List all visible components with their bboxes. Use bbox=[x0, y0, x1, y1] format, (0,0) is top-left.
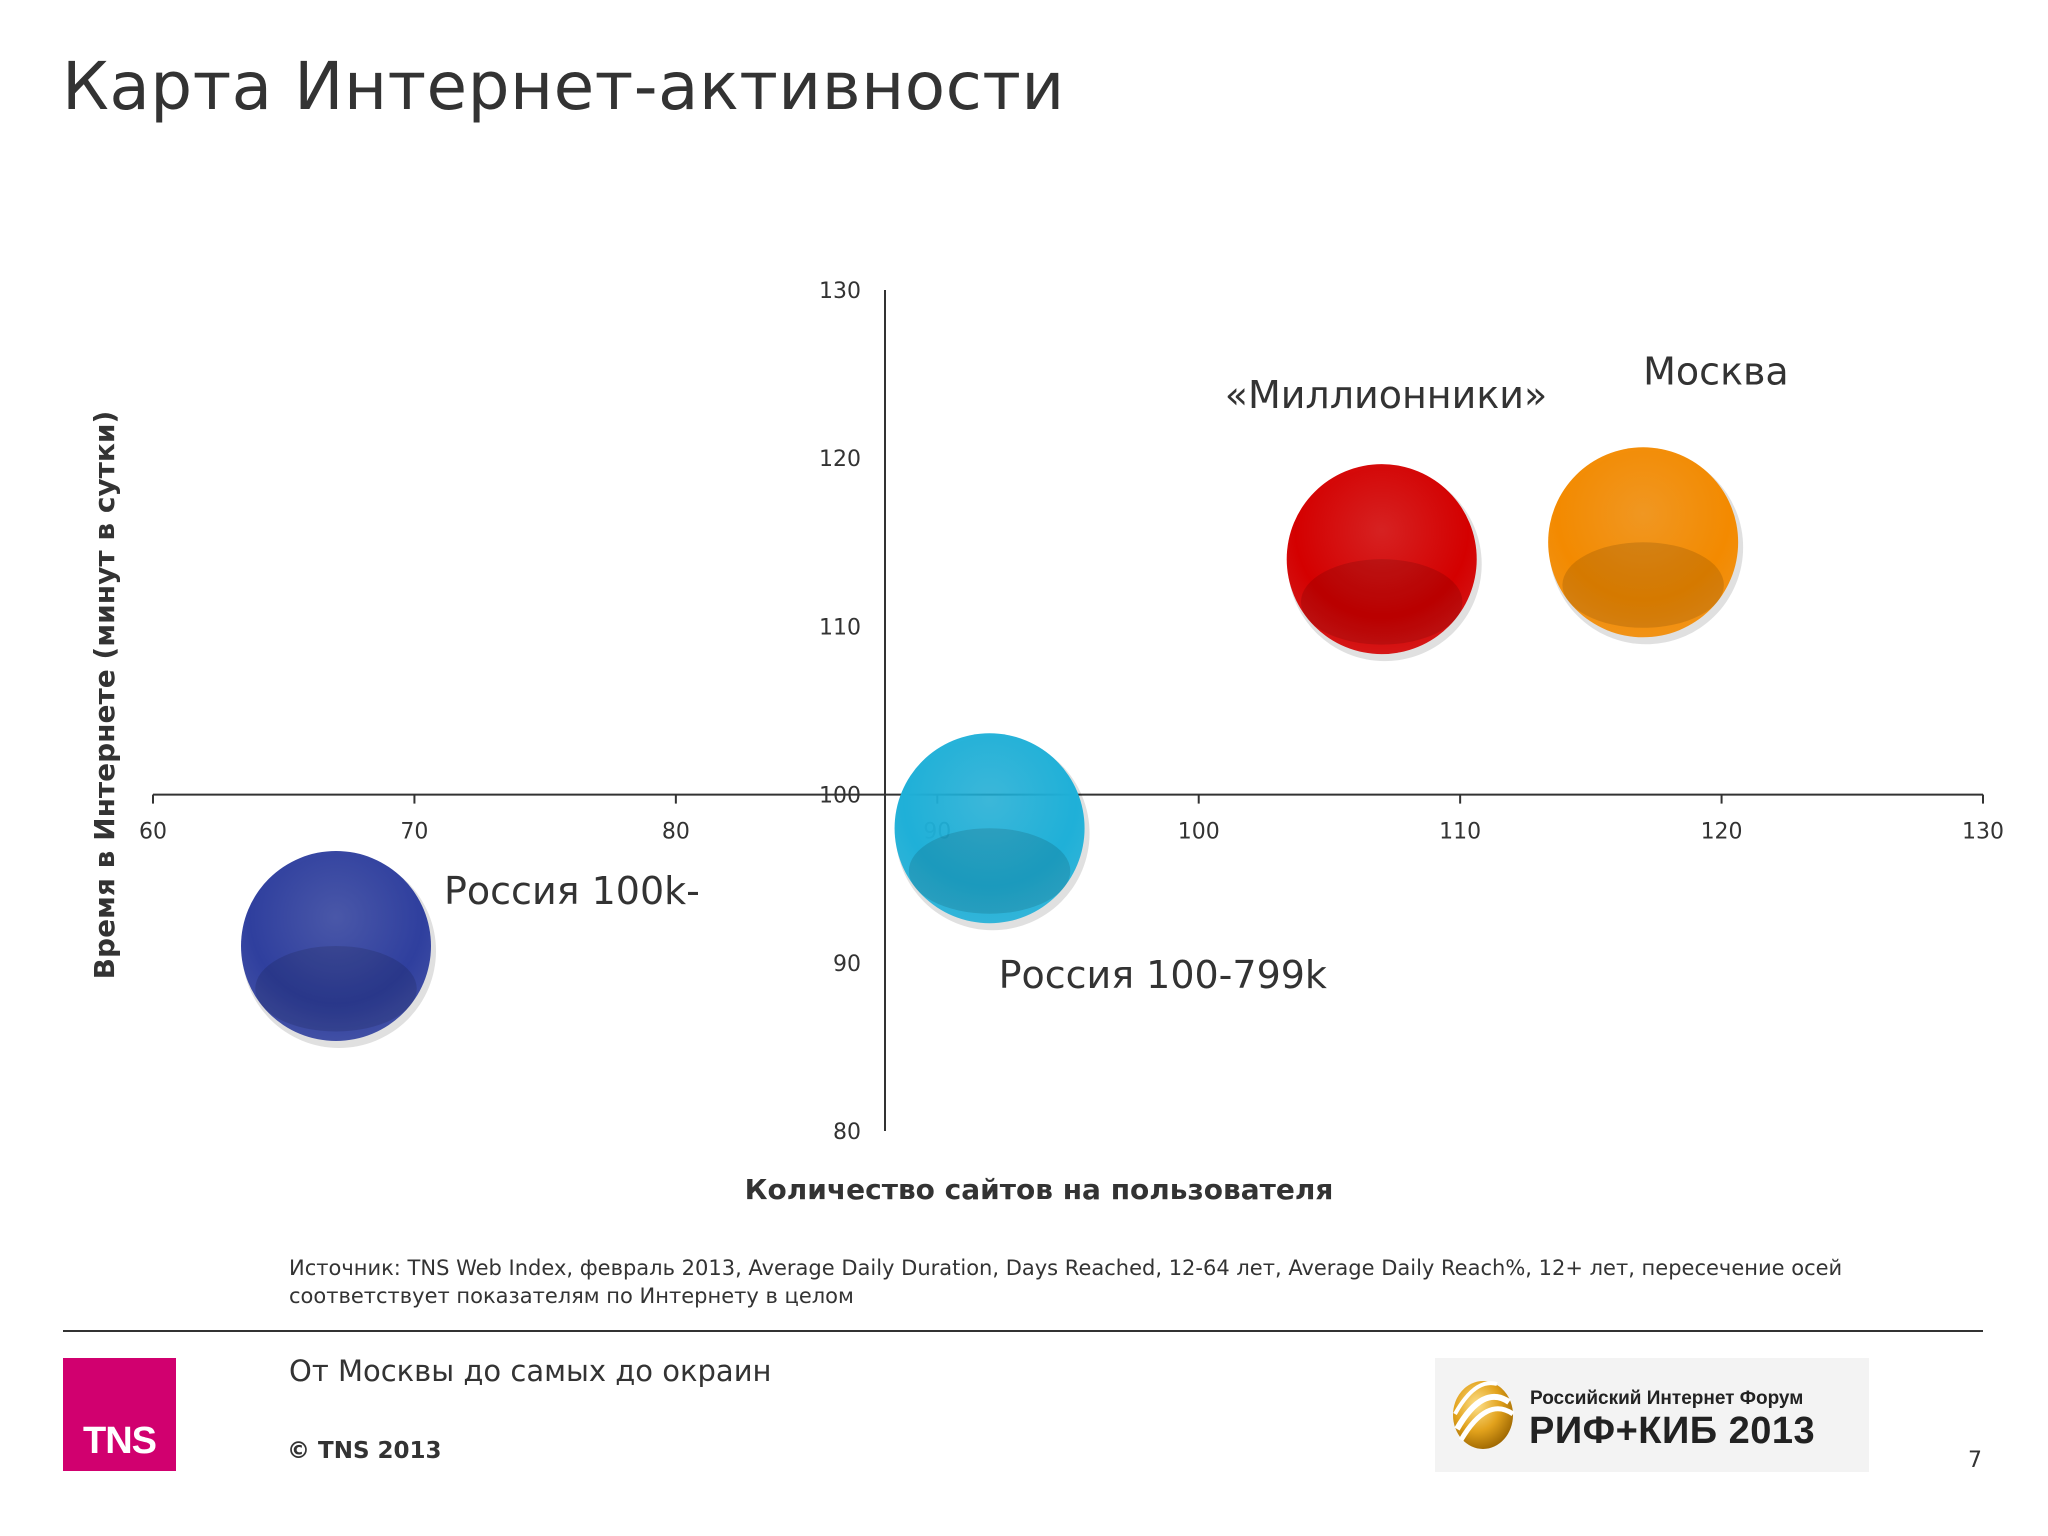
bubble-label: Россия 100k- bbox=[444, 869, 700, 913]
y-tick-label: 130 bbox=[819, 279, 861, 304]
page-number: 7 bbox=[1968, 1448, 1982, 1473]
chart-axes: 607080901001101201308090100110120130Коли… bbox=[88, 279, 2004, 1206]
y-tick-label: 80 bbox=[833, 1120, 861, 1145]
bubble-point bbox=[1286, 464, 1477, 655]
chart-labels: Россия 100k- Россия 100-799k «Миллионники»… bbox=[444, 349, 1789, 997]
y-tick-label: 110 bbox=[819, 615, 861, 640]
bubble-label: «Миллионники» bbox=[1225, 373, 1548, 417]
bubble-point bbox=[894, 733, 1085, 924]
y-tick-label: 90 bbox=[833, 952, 861, 977]
x-axis-title: Количество сайтов на пользователя bbox=[745, 1173, 1334, 1206]
slide-title: Карта Интернет-активности bbox=[62, 48, 1065, 125]
bubble-shade bbox=[255, 945, 417, 1032]
footer-subtitle: От Москвы до самых до окраин bbox=[289, 1354, 772, 1388]
bubble-label: Россия 100-799k bbox=[999, 953, 1327, 997]
x-tick-label: 110 bbox=[1439, 820, 1481, 845]
copyright: © TNS 2013 bbox=[287, 1438, 442, 1464]
y-tick-label: 100 bbox=[819, 784, 861, 809]
x-tick-label: 70 bbox=[400, 820, 428, 845]
rif-emblem-icon bbox=[1453, 1381, 1515, 1449]
chart-bubbles bbox=[241, 447, 1744, 1048]
bubble-shade bbox=[1562, 542, 1724, 628]
tns-logo-text: TNS bbox=[83, 1420, 157, 1462]
rif-logo-line2: РИФ+КИБ 2013 bbox=[1529, 1410, 1816, 1452]
bubble-point bbox=[1548, 447, 1739, 638]
x-tick-label: 120 bbox=[1701, 820, 1743, 845]
y-tick-label: 120 bbox=[819, 447, 861, 472]
rif-logo-line1: Российский Интернет Форум bbox=[1530, 1388, 1804, 1409]
rif-kib-logo: Российский Интернет Форум РИФ+КИБ 2013 bbox=[1435, 1358, 1869, 1472]
tns-logo: TNS bbox=[63, 1358, 176, 1471]
x-tick-label: 60 bbox=[139, 820, 167, 845]
bubble-label: Москва bbox=[1643, 349, 1789, 393]
y-axis-title: Время в Интернете (минут в сутки) bbox=[88, 411, 121, 980]
source-note: Источник: TNS Web Index, февраль 2013, A… bbox=[289, 1256, 1843, 1308]
x-tick-label: 80 bbox=[662, 820, 690, 845]
bubble-shade bbox=[908, 828, 1071, 914]
footer-divider bbox=[63, 1330, 1983, 1332]
bubble-point bbox=[241, 850, 431, 1041]
bubble-shade bbox=[1300, 559, 1463, 645]
x-tick-label: 100 bbox=[1178, 820, 1220, 845]
x-tick-label: 130 bbox=[1962, 820, 2004, 845]
